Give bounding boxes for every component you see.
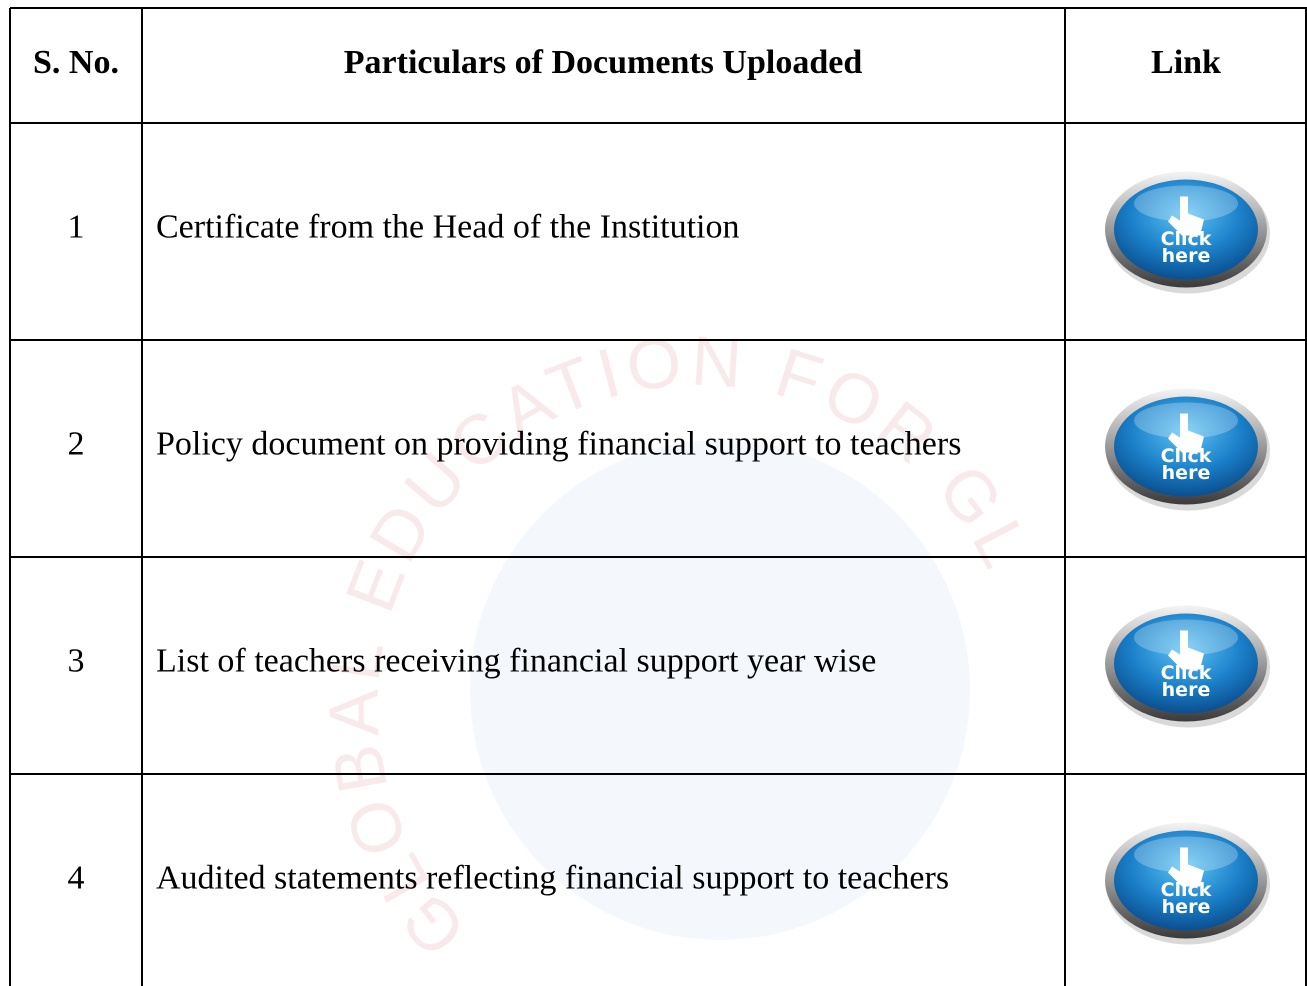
row-particulars: List of teachers receiving financial sup… <box>156 642 876 679</box>
hand-icon <box>1168 630 1204 670</box>
header-link: Link <box>1151 44 1221 81</box>
hand-icon <box>1168 413 1204 453</box>
row-sno: 3 <box>68 642 85 679</box>
header-particulars: Particulars of Documents Uploaded <box>344 44 863 81</box>
row-particulars: Certificate from the Head of the Institu… <box>156 208 739 245</box>
row-sno: 2 <box>68 425 85 462</box>
table-grid <box>9 7 1307 986</box>
button-text: Click <box>1161 662 1212 684</box>
button-text: here <box>1162 462 1211 484</box>
row-sno: 4 <box>68 859 85 896</box>
button-text: here <box>1162 896 1211 918</box>
row-particulars: Audited statements reflecting financial … <box>156 859 949 896</box>
button-text: Click <box>1161 445 1212 467</box>
header-sno: S. No. <box>33 44 119 81</box>
button-text: here <box>1162 679 1211 701</box>
row-sno: 1 <box>68 208 85 245</box>
hand-icon <box>1168 847 1204 887</box>
hand-icon <box>1168 196 1204 236</box>
row-particulars: Policy document on providing financial s… <box>156 425 961 462</box>
watermark: GLOBAL EDUCATION FOR GLOBAL CAREER <box>0 0 1042 971</box>
button-text: Click <box>1161 879 1212 901</box>
button-text: Click <box>1161 228 1212 250</box>
watermark-globe <box>470 440 970 940</box>
button-text: here <box>1162 245 1211 267</box>
